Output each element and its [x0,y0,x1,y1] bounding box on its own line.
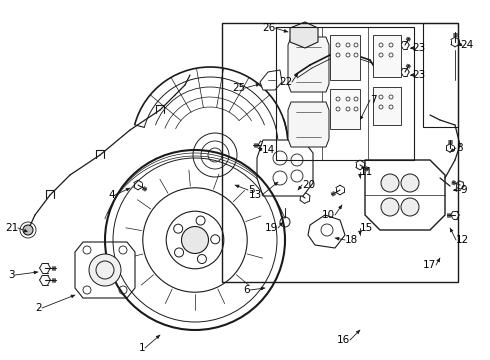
Polygon shape [75,242,135,298]
Text: 19: 19 [265,223,278,233]
Polygon shape [288,102,329,147]
Circle shape [381,174,399,192]
Text: 24: 24 [460,40,473,50]
Bar [423,23,458,127]
Text: 3: 3 [8,270,15,280]
Bar [222,23,458,282]
Text: 5: 5 [248,185,255,195]
Circle shape [401,198,419,216]
Polygon shape [288,37,329,92]
Bar [330,89,360,129]
Circle shape [401,174,419,192]
Text: 17: 17 [423,260,436,270]
Polygon shape [290,22,318,48]
Polygon shape [365,160,445,230]
Bar [330,35,360,80]
Text: 4: 4 [108,190,115,200]
Text: 16: 16 [337,335,350,345]
Polygon shape [260,70,282,90]
Text: 12: 12 [456,235,469,245]
Text: 26: 26 [262,23,275,33]
Text: 20: 20 [302,180,315,190]
Text: 7: 7 [370,95,377,105]
Circle shape [89,254,121,286]
Text: 18: 18 [345,235,358,245]
Text: 23: 23 [412,70,425,80]
Text: 1: 1 [138,343,145,353]
Text: 10: 10 [322,210,335,220]
Circle shape [181,226,209,253]
Circle shape [381,198,399,216]
Text: 14: 14 [262,145,275,155]
Text: 25: 25 [232,83,245,93]
Bar [276,27,414,160]
Circle shape [23,225,33,235]
Text: 2: 2 [35,303,42,313]
Text: 15: 15 [360,223,373,233]
Bar [373,35,401,77]
Polygon shape [257,140,313,196]
Text: 9: 9 [460,185,466,195]
Text: 21: 21 [5,223,18,233]
Text: 8: 8 [456,143,463,153]
Text: 22: 22 [279,77,292,87]
Bar [373,87,401,125]
Text: 23: 23 [412,43,425,53]
Text: 6: 6 [244,285,250,295]
Text: 13: 13 [249,190,262,200]
Text: 11: 11 [360,167,373,177]
Polygon shape [308,215,345,248]
